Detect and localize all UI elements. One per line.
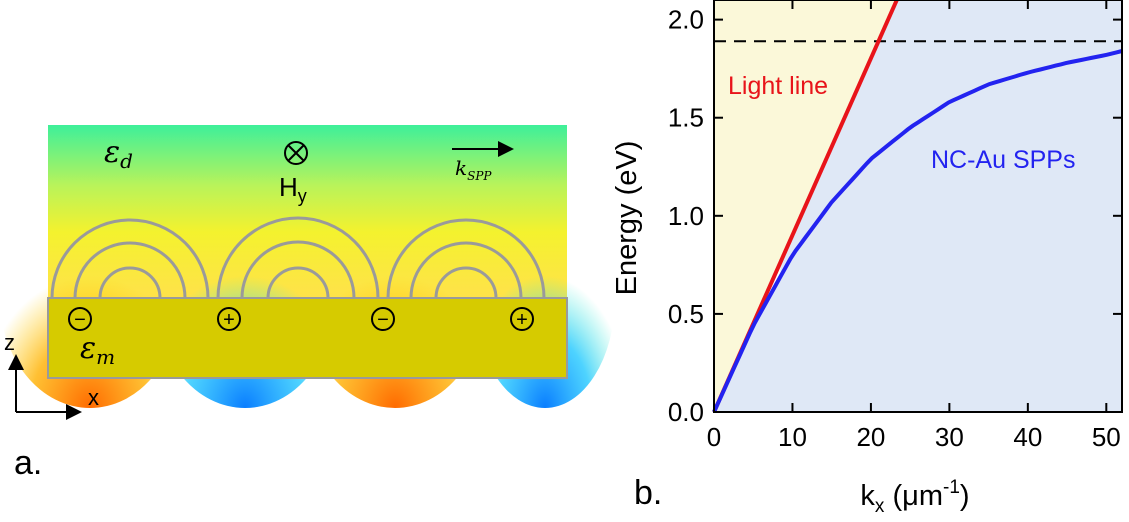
x-axis-label: x [88,385,99,410]
plot-frame [713,0,1123,413]
x-tick-label: 20 [856,422,885,452]
svg-text:+: + [516,309,528,331]
field-lines [50,216,546,299]
x-tick-label: 30 [935,422,964,452]
x-tick-label: 40 [1013,422,1042,452]
panel-a: εd Hy kSPP − + − + εm z [0,125,615,482]
x-tick-label: 10 [778,422,807,452]
x-tick-label: 50 [1092,422,1121,452]
hy-label: Hy [279,172,307,206]
charge-negative: − [371,307,395,331]
eps-d-label: εd [104,135,133,173]
spp-curve-series [712,49,1123,413]
metal-region [47,297,568,379]
y-tick-label: 0.5 [668,299,704,329]
panel-a-label: a. [14,444,42,482]
z-axis-label: z [4,330,15,355]
svg-text:+: + [223,309,235,331]
x-tick-label: 0 [707,422,721,452]
out-of-plane-icon [284,141,308,165]
svg-text:−: − [377,309,389,331]
coordinate-axes: z x [4,330,99,420]
y-tick-label: 2.0 [668,5,704,35]
eps-m-label: εm [80,331,115,369]
spp-label: NC-Au SPPs [931,146,1075,174]
x-axis-label: kx (μm-1) [860,477,969,517]
charge-positive: + [510,307,534,331]
charge-negative: − [68,307,92,331]
k-spp-label: kSPP [455,156,492,183]
y-tick-label: 1.0 [668,201,704,231]
y-tick-label: 0.0 [668,397,704,427]
light-line-label: Light line [728,72,828,100]
y-axis-label: Energy (eV) [611,141,643,296]
y-tick-label: 1.5 [668,103,704,133]
panel-b-chart: Light line NC-Au SPPs 0 10 20 30 40 50 0.0 0.5 1.0… [668,0,1123,452]
svg-text:−: − [74,309,86,331]
charge-positive: + [217,307,241,331]
panel-b-label: b. [634,474,662,512]
